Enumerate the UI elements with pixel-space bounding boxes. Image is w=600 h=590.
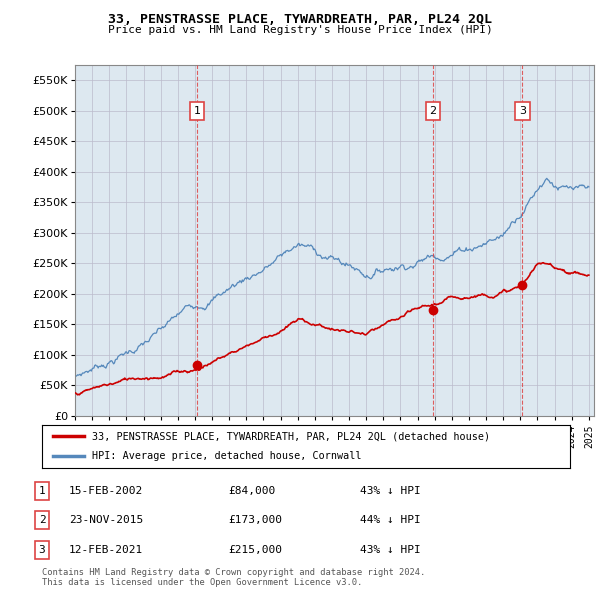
Text: £173,000: £173,000 — [228, 516, 282, 525]
Text: 43% ↓ HPI: 43% ↓ HPI — [360, 486, 421, 496]
Text: 43% ↓ HPI: 43% ↓ HPI — [360, 545, 421, 555]
Text: 33, PENSTRASSE PLACE, TYWARDREATH, PAR, PL24 2QL: 33, PENSTRASSE PLACE, TYWARDREATH, PAR, … — [108, 13, 492, 26]
Text: 2: 2 — [38, 516, 46, 525]
Text: 44% ↓ HPI: 44% ↓ HPI — [360, 516, 421, 525]
Text: £215,000: £215,000 — [228, 545, 282, 555]
Text: Price paid vs. HM Land Registry's House Price Index (HPI): Price paid vs. HM Land Registry's House … — [107, 25, 493, 35]
Text: 1: 1 — [38, 486, 46, 496]
Text: 12-FEB-2021: 12-FEB-2021 — [69, 545, 143, 555]
Text: 3: 3 — [519, 106, 526, 116]
Text: 23-NOV-2015: 23-NOV-2015 — [69, 516, 143, 525]
Text: 2: 2 — [430, 106, 437, 116]
Text: 33, PENSTRASSE PLACE, TYWARDREATH, PAR, PL24 2QL (detached house): 33, PENSTRASSE PLACE, TYWARDREATH, PAR, … — [92, 431, 490, 441]
Text: 15-FEB-2002: 15-FEB-2002 — [69, 486, 143, 496]
Text: 1: 1 — [193, 106, 200, 116]
Text: 3: 3 — [38, 545, 46, 555]
Text: £84,000: £84,000 — [228, 486, 275, 496]
Text: Contains HM Land Registry data © Crown copyright and database right 2024.
This d: Contains HM Land Registry data © Crown c… — [42, 568, 425, 587]
Text: HPI: Average price, detached house, Cornwall: HPI: Average price, detached house, Corn… — [92, 451, 362, 461]
